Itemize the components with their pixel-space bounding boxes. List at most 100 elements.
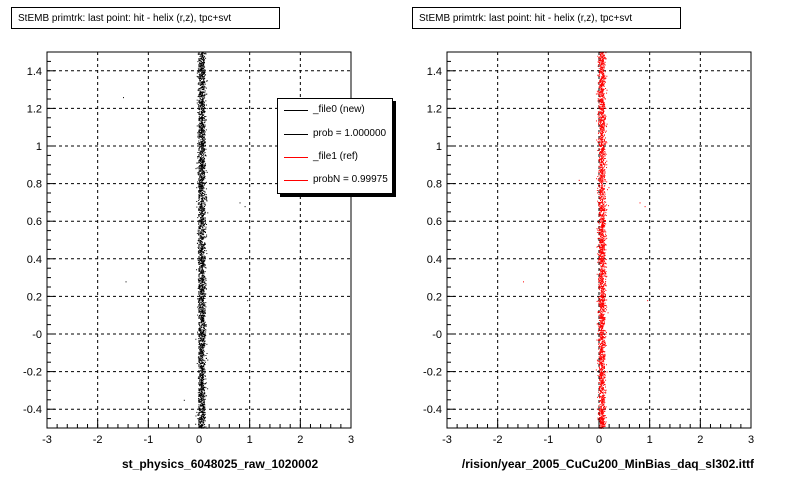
data-point: [202, 353, 204, 355]
data-point: [202, 365, 204, 367]
data-point: [600, 218, 602, 220]
data-point: [204, 413, 206, 415]
data-point: [201, 266, 203, 268]
data-point: [198, 214, 200, 216]
data-point: [598, 67, 600, 69]
data-point: [202, 68, 204, 70]
data-point: [199, 393, 201, 395]
data-point: [199, 179, 201, 181]
data-point: [600, 64, 602, 66]
data-point: [600, 183, 602, 185]
data-point: [204, 311, 206, 313]
outlier-point: [125, 281, 127, 283]
data-point: [199, 190, 201, 192]
data-point: [601, 253, 603, 255]
data-point: [205, 87, 207, 89]
data-point: [601, 92, 603, 94]
data-point: [199, 426, 201, 428]
data-point: [205, 195, 207, 197]
data-point: [200, 112, 202, 114]
data-point: [602, 163, 604, 165]
data-point: [203, 167, 205, 169]
data-point: [201, 63, 203, 65]
data-point: [200, 331, 202, 333]
data-point: [600, 226, 602, 228]
data-point: [201, 139, 203, 141]
data-point: [204, 256, 206, 258]
data-point: [201, 261, 203, 263]
data-point: [201, 415, 203, 417]
data-point: [201, 199, 203, 201]
data-point: [603, 401, 605, 403]
data-point: [199, 211, 201, 213]
data-point: [599, 355, 601, 357]
data-point: [202, 145, 204, 147]
data-point: [197, 308, 199, 310]
data-point: [600, 205, 602, 207]
data-point: [602, 396, 604, 398]
data-point: [199, 175, 201, 177]
data-point: [602, 83, 604, 85]
data-point: [201, 302, 203, 304]
data-point: [199, 97, 201, 99]
data-point: [603, 73, 605, 75]
data-point: [201, 123, 203, 125]
data-point: [601, 132, 603, 134]
data-point: [604, 355, 606, 357]
data-point: [201, 366, 203, 368]
data-point: [604, 254, 606, 256]
data-point: [200, 94, 202, 96]
data-point: [199, 156, 201, 158]
data-point: [199, 301, 201, 303]
data-point: [200, 280, 202, 282]
data-point: [600, 255, 602, 257]
data-point: [199, 267, 201, 269]
data-point: [202, 188, 204, 190]
data-point: [600, 281, 602, 283]
data-point: [600, 217, 602, 219]
data-point: [204, 305, 206, 307]
data-point: [201, 198, 203, 200]
data-point: [598, 143, 600, 145]
data-point: [604, 217, 606, 219]
data-point: [202, 228, 204, 230]
data-point: [599, 328, 601, 330]
data-point: [604, 354, 606, 356]
data-point: [199, 135, 201, 137]
data-point: [199, 328, 201, 330]
data-point: [204, 141, 206, 143]
data-point: [600, 331, 602, 333]
data-point: [604, 345, 606, 347]
data-point: [199, 410, 201, 412]
data-point: [601, 181, 603, 183]
data-point: [204, 90, 206, 92]
data-point: [204, 243, 206, 245]
data-point: [200, 257, 202, 259]
data-point: [199, 314, 201, 316]
data-point: [200, 185, 202, 187]
data-point: [202, 63, 204, 65]
data-point: [200, 248, 202, 250]
data-point: [203, 225, 205, 227]
data-point: [202, 254, 204, 256]
data-point: [599, 326, 601, 328]
data-point: [202, 167, 204, 169]
data-point: [203, 283, 205, 285]
data-point: [603, 223, 605, 225]
data-point: [600, 369, 602, 371]
data-point: [203, 322, 205, 324]
data-point: [600, 124, 602, 126]
data-point: [202, 103, 204, 105]
data-point: [603, 226, 605, 228]
data-point: [600, 89, 602, 91]
data-point: [203, 282, 205, 284]
data-point: [197, 152, 199, 154]
data-point: [196, 75, 198, 77]
data-point: [599, 86, 601, 88]
data-point: [203, 386, 205, 388]
data-point: [602, 309, 604, 311]
data-point: [202, 262, 204, 264]
data-point: [204, 294, 206, 296]
data-point: [599, 145, 601, 147]
data-point: [200, 385, 202, 387]
